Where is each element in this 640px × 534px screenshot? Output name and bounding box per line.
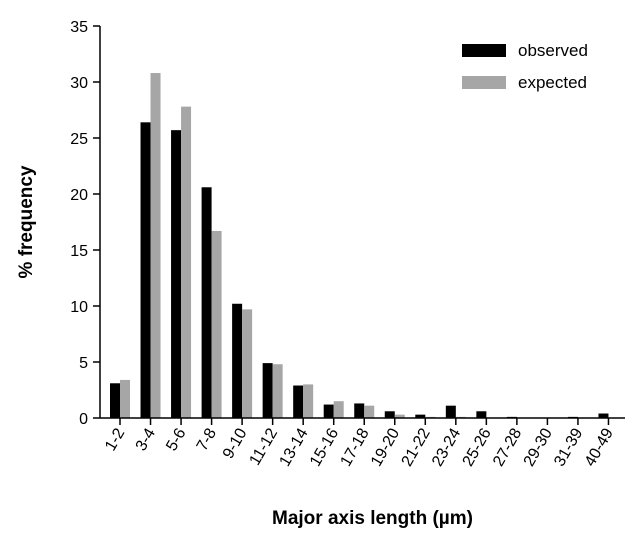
y-tick-label: 5 [79,355,88,372]
bar-observed-5-6 [171,130,182,418]
bar-observed-23-24 [445,405,456,418]
legend-label-expected: expected [518,73,587,92]
bar-expected-1-2 [120,379,130,418]
x-tick-label: 21-22 [399,425,434,469]
x-axis-title: Major axis length (µm) [272,508,473,529]
x-tick-label: 19-20 [368,425,403,469]
bar-expected-9-10 [242,309,253,418]
x-tick-label: 15-16 [307,425,342,469]
x-tick-label: 31-39 [551,425,586,469]
bars-layer [110,73,609,418]
bar-observed-25-26 [476,411,487,418]
y-tick-label: 10 [70,299,88,316]
legend-swatch-observed [462,44,506,57]
x-tick-label: 9-10 [220,425,251,461]
y-tick-label: 0 [79,411,88,428]
bar-observed-15-16 [323,404,334,418]
bar-observed-1-2 [110,383,120,418]
x-tick-label: 17-18 [338,425,373,469]
x-tick-label: 5-6 [163,425,189,454]
y-ticks: 0 5 10 15 20 25 30 35 [70,19,100,428]
x-tick-label: 11-12 [247,425,282,468]
bar-expected-19-20 [394,414,405,418]
legend-swatch-expected [462,76,506,89]
legend-label-observed: observed [518,41,588,60]
x-ticks: 1-2 3-4 5-6 7-8 9-1011-1213-1415-1617-1819-2… [102,418,617,469]
y-tick-label: 25 [70,131,88,148]
bar-observed-19-20 [384,411,395,418]
bar-expected-11-12 [272,364,283,418]
y-tick-label: 20 [70,187,88,204]
x-tick-label: 23-24 [429,425,464,469]
x-tick-label: 29-30 [521,425,556,469]
bar-expected-3-4 [150,73,161,418]
y-tick-label: 30 [70,75,88,92]
bar-observed-13-14 [293,385,304,418]
bar-observed-9-10 [232,303,243,418]
y-tick-label: 15 [70,243,88,260]
bar-observed-3-4 [140,122,151,418]
x-tick-label: 3-4 [133,425,159,454]
y-tick-label: 35 [70,19,88,36]
legend: observed expected [462,41,588,92]
bar-expected-7-8 [211,230,222,418]
x-tick-label: 13-14 [276,425,311,469]
x-tick-label: 40-49 [582,425,617,469]
bar-expected-17-18 [364,405,375,418]
bar-observed-17-18 [354,403,365,418]
x-tick-label: 25-26 [460,425,495,469]
x-tick-label: 7-8 [194,425,220,454]
y-axis-title: % frequency [16,165,37,278]
bar-observed-40-49 [598,413,609,418]
x-tick-label: 27-28 [490,425,525,469]
bar-expected-5-6 [181,106,192,418]
x-tick-label: 1-2 [102,425,128,454]
bar-observed-7-8 [201,187,212,418]
bar-expected-15-16 [333,401,344,418]
bar-observed-21-22 [415,414,426,418]
bar-expected-13-14 [303,384,314,418]
bar-observed-11-12 [262,363,273,418]
